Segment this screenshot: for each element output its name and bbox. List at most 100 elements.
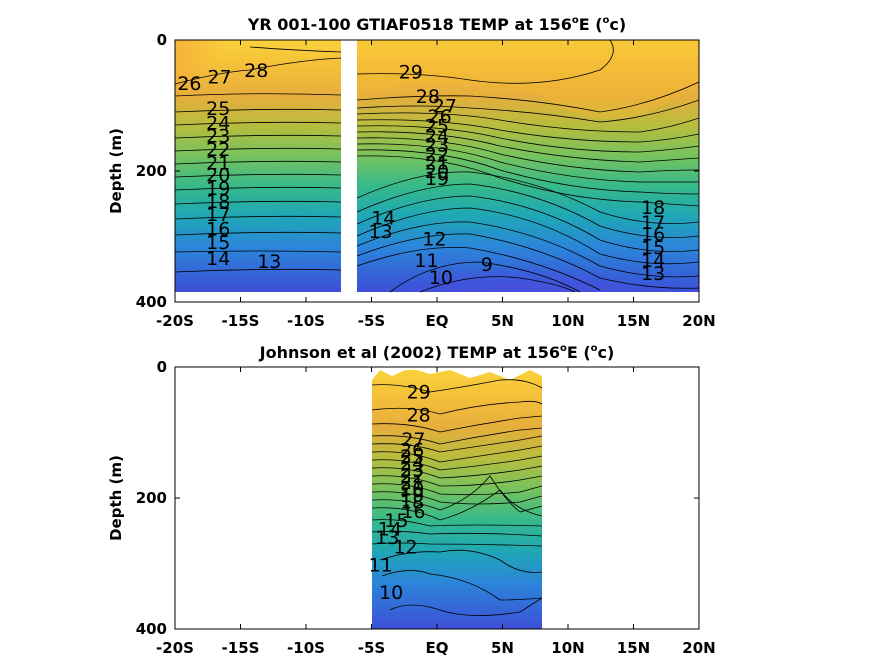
contour-line-28-right xyxy=(356,81,699,113)
title-main: YR 001-100 GTIAF0518 TEMP at 156 xyxy=(247,15,572,34)
x-tick-label: 20N xyxy=(682,639,715,656)
contour-line-13 xyxy=(175,268,342,273)
contour-line-24-right xyxy=(356,125,699,153)
contour-line-20 xyxy=(175,160,342,165)
contour-label-19: 19 xyxy=(400,485,424,507)
contour-label-16: 16 xyxy=(401,501,425,523)
contour-label-13: 13 xyxy=(375,527,399,549)
contour-line-14 xyxy=(371,530,543,537)
contour-line-25-right xyxy=(356,119,699,143)
contour-label-9: 9 xyxy=(481,254,493,276)
title-main: Johnson et al (2002) TEMP at 156 xyxy=(259,343,560,362)
contour-label-15: 15 xyxy=(206,232,230,254)
contour-line-17 xyxy=(175,200,342,205)
contour-label-14: 14 xyxy=(641,250,665,272)
contour-line-18-right xyxy=(356,171,699,225)
title-unit: c) xyxy=(598,343,615,362)
x-tick-label: -20S xyxy=(156,312,194,330)
contour-line-26 xyxy=(175,57,342,85)
y-tick-label: 200 xyxy=(136,489,167,507)
contour-line-24 xyxy=(175,108,342,113)
temperature-field xyxy=(175,40,699,292)
contour-line-15-right xyxy=(356,207,699,265)
contour-label-21: 21 xyxy=(206,152,230,174)
temperature-field xyxy=(372,367,542,629)
contour-label-12: 12 xyxy=(422,228,446,250)
chart-title: Johnson et al (2002) TEMP at 156oE (oc) xyxy=(259,343,615,362)
title-unit-sup: o xyxy=(591,343,598,354)
contour-line-11-right xyxy=(389,261,581,293)
contour-line-25 xyxy=(175,93,342,97)
contour-label-28: 28 xyxy=(416,86,440,108)
contour-line-10 xyxy=(389,597,543,616)
y-tick-label: 200 xyxy=(136,162,167,180)
contour-line-23 xyxy=(371,455,543,471)
x-tick-label: -10S xyxy=(287,312,325,330)
y-tick-label: 400 xyxy=(136,293,167,311)
contour-label-29: 29 xyxy=(407,382,431,404)
contour-line-21 xyxy=(175,147,342,152)
contour-line-20-right xyxy=(356,149,699,195)
contour-label-15: 15 xyxy=(641,237,665,259)
title-degree-sup: o xyxy=(572,15,579,26)
contour-line-26 xyxy=(371,427,543,445)
contour-label-28: 28 xyxy=(407,405,431,427)
x-tick-label: -15S xyxy=(222,312,260,330)
contour-line-17-right xyxy=(356,183,699,239)
x-tick-label: -10S xyxy=(287,639,325,656)
contour-label-14: 14 xyxy=(206,248,230,270)
contour-label-14: 14 xyxy=(371,207,395,229)
x-axis-ticks: -20S -15S -10S -5S EQ 5N 10N 15N 20N xyxy=(156,40,716,330)
contour-label-28: 28 xyxy=(244,60,268,82)
contour-line-11 xyxy=(381,570,543,601)
surface-noise xyxy=(372,367,542,380)
contour-line-27-right xyxy=(356,99,699,123)
contour-label-11: 11 xyxy=(369,555,393,577)
contour-line-22 xyxy=(371,465,543,479)
contour-label-13: 13 xyxy=(641,263,665,285)
contour-label-19: 19 xyxy=(425,168,449,190)
contour-line-15 xyxy=(175,231,342,236)
contour-label-29: 29 xyxy=(399,61,423,83)
y-tick-label: 0 xyxy=(157,31,167,49)
contour-line-22 xyxy=(175,134,342,139)
contour-line-15 xyxy=(371,519,543,527)
contour-line-21 xyxy=(371,475,543,487)
contour-label-20: 20 xyxy=(206,165,230,187)
contour-label-22: 22 xyxy=(400,466,424,488)
contour-line-19-right xyxy=(356,155,699,207)
contour-line-29 xyxy=(356,40,614,84)
contour-line-12 xyxy=(379,549,543,573)
contour-line-13 xyxy=(371,542,543,547)
x-axis-ticks: -20S -15S -10S -5S EQ 5N 10N 15N 20N xyxy=(156,367,716,656)
contour-label-22: 22 xyxy=(206,139,230,161)
contour-label-21: 21 xyxy=(400,472,424,494)
contour-line-28 xyxy=(249,46,342,53)
contour-line-23-right xyxy=(356,131,699,163)
contour-label-18: 18 xyxy=(641,197,665,219)
contour-label-23: 23 xyxy=(425,135,449,157)
contour-line-20 xyxy=(371,483,543,496)
contour-label-27: 27 xyxy=(207,66,231,88)
title-degree-sup: o xyxy=(560,343,567,354)
x-tick-label: 5N xyxy=(491,639,514,656)
contour-line-10-right xyxy=(419,276,576,293)
contour-label-20: 20 xyxy=(400,479,424,501)
contour-label-15: 15 xyxy=(384,510,408,532)
contour-label-12: 12 xyxy=(393,536,417,558)
title-unit-sup: o xyxy=(603,15,610,26)
contour-label-26: 26 xyxy=(400,439,424,461)
contour-line-18 xyxy=(175,186,342,191)
contour-label-19: 19 xyxy=(206,178,230,200)
y-axis-ticks: 0 200 400 xyxy=(136,358,699,638)
field-observed-segment xyxy=(372,370,542,629)
x-tick-label: 10N xyxy=(551,639,584,656)
contour-label-24: 24 xyxy=(400,452,424,474)
title-unit: c) xyxy=(609,15,626,34)
x-tick-label: -20S xyxy=(156,639,194,656)
contour-line-16 xyxy=(175,215,342,220)
y-axis-ticks: 0 200 400 xyxy=(136,31,699,311)
